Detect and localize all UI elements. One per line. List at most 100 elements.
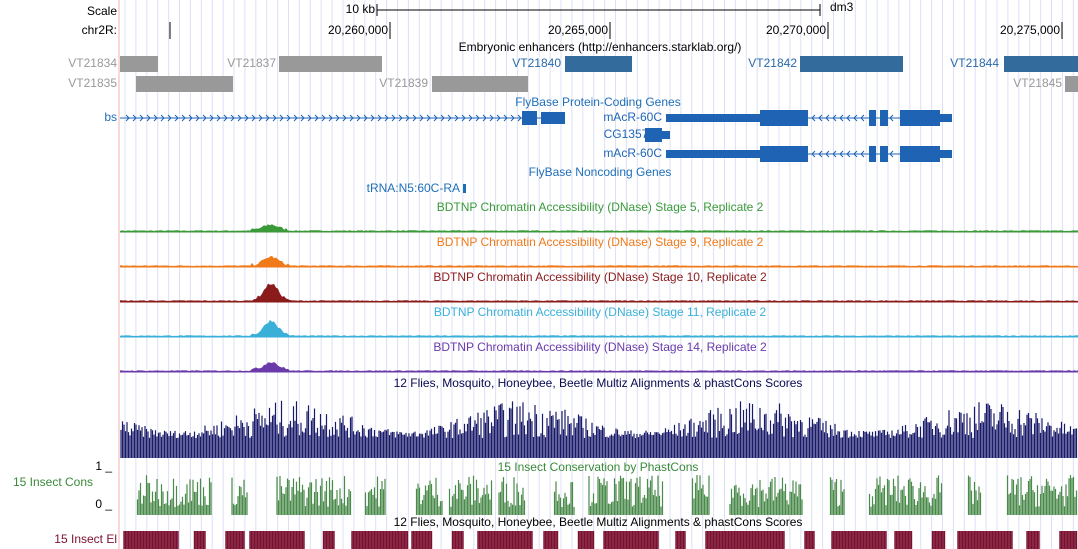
strand-arrow — [853, 150, 858, 158]
exon — [869, 110, 876, 126]
strand-arrow — [132, 114, 137, 122]
exon — [940, 150, 952, 158]
exon — [869, 146, 876, 162]
enhancer-label: VT21835 — [68, 76, 117, 90]
strand-arrow — [461, 114, 466, 122]
track-title: Embryonic enhancers (http://enhancers.st… — [459, 40, 742, 54]
strand-arrow — [853, 114, 858, 122]
gene-label: CG13578 — [604, 127, 656, 141]
strand-arrow — [272, 114, 277, 122]
track-title: 12 Flies, Mosquito, Honeybee, Beetle Mul… — [394, 376, 803, 390]
track-title: 12 Flies, Mosquito, Honeybee, Beetle Mul… — [394, 515, 803, 529]
strand-arrow — [832, 114, 837, 122]
strand-arrow — [391, 114, 396, 122]
assembly: dm3 — [830, 0, 854, 14]
strand-arrow — [860, 114, 865, 122]
position-label: 20,265,000 — [548, 23, 608, 37]
strand-arrow — [181, 114, 186, 122]
exon — [880, 110, 888, 126]
strand-arrow — [335, 114, 340, 122]
strand-arrow — [293, 114, 298, 122]
exon — [900, 110, 940, 126]
strand-arrow — [839, 114, 844, 122]
strand-arrow — [328, 114, 333, 122]
strand-arrow — [237, 114, 242, 122]
strand-arrow — [825, 150, 830, 158]
track-title: BDTNP Chromatin Accessibility (DNase) St… — [433, 340, 767, 354]
strand-arrow — [475, 114, 480, 122]
strand-arrow — [419, 114, 424, 122]
exon — [645, 128, 662, 142]
strand-arrow — [216, 114, 221, 122]
strand-arrow — [342, 114, 347, 122]
enhancer — [1004, 56, 1078, 72]
enhancer — [432, 76, 528, 92]
strand-arrow — [818, 150, 823, 158]
strand-arrow — [279, 114, 284, 122]
enhancer — [1065, 76, 1078, 92]
strand-arrow — [426, 114, 431, 122]
strand-arrow — [167, 114, 172, 122]
exon — [880, 146, 888, 162]
strand-arrow — [139, 114, 144, 122]
signal — [120, 319, 1078, 337]
scale-size: 10 kb — [346, 2, 376, 16]
axis-label: 1 _ — [95, 459, 112, 473]
track-title: BDTNP Chromatin Accessibility (DNase) St… — [433, 270, 767, 284]
strand-arrow — [482, 114, 487, 122]
gene — [463, 184, 466, 193]
strand-arrow — [496, 114, 501, 122]
exon — [760, 146, 808, 162]
strand-arrow — [244, 114, 249, 122]
track-title: FlyBase Protein-Coding Genes — [515, 95, 680, 109]
strand-arrow — [307, 114, 312, 122]
axis-label: 0 _ — [95, 497, 112, 511]
chrom-label: chr2R: — [82, 23, 117, 37]
strand-arrow — [146, 114, 151, 122]
strand-arrow — [202, 114, 207, 122]
signal — [120, 362, 1078, 372]
strand-arrow — [412, 114, 417, 122]
strand-arrow — [174, 114, 179, 122]
exon — [940, 114, 952, 122]
left-label: bs — [104, 110, 117, 124]
strand-arrow — [398, 114, 403, 122]
strand-arrow — [223, 114, 228, 122]
enhancer — [120, 56, 158, 72]
enhancer-label: VT21834 — [68, 56, 117, 70]
strand-arrow — [251, 114, 256, 122]
signal — [120, 400, 1078, 458]
strand-arrow — [356, 114, 361, 122]
strand-arrow — [125, 114, 130, 122]
exon — [666, 150, 760, 158]
strand-arrow — [188, 114, 193, 122]
strand-arrow — [433, 114, 438, 122]
exon — [522, 111, 537, 125]
strand-arrow — [860, 150, 865, 158]
strand-arrow — [468, 114, 473, 122]
strand-arrow — [377, 114, 382, 122]
strand-arrow — [314, 114, 319, 122]
strand-arrow — [517, 114, 522, 122]
enhancer-label: VT21837 — [227, 56, 276, 70]
strand-arrow — [889, 114, 894, 122]
gene-label: tRNA:N5:60C-RA — [367, 181, 460, 195]
exon — [666, 114, 760, 122]
strand-arrow — [811, 114, 816, 122]
signal — [120, 283, 1078, 302]
strand-arrow — [160, 114, 165, 122]
position-label: 20,270,000 — [766, 23, 826, 37]
strand-arrow — [153, 114, 158, 122]
enhancer-label: VT21839 — [379, 76, 428, 90]
strand-arrow — [363, 114, 368, 122]
strand-arrow — [195, 114, 200, 122]
enhancer-label: VT21844 — [950, 56, 999, 70]
gene-label: mAcR-60C — [603, 146, 662, 160]
enhancer — [136, 76, 233, 92]
scale-label: Scale — [87, 4, 117, 18]
strand-arrow — [889, 150, 894, 158]
signal — [123, 531, 1078, 549]
strand-arrow — [405, 114, 410, 122]
track-title: BDTNP Chromatin Accessibility (DNase) St… — [434, 305, 767, 319]
